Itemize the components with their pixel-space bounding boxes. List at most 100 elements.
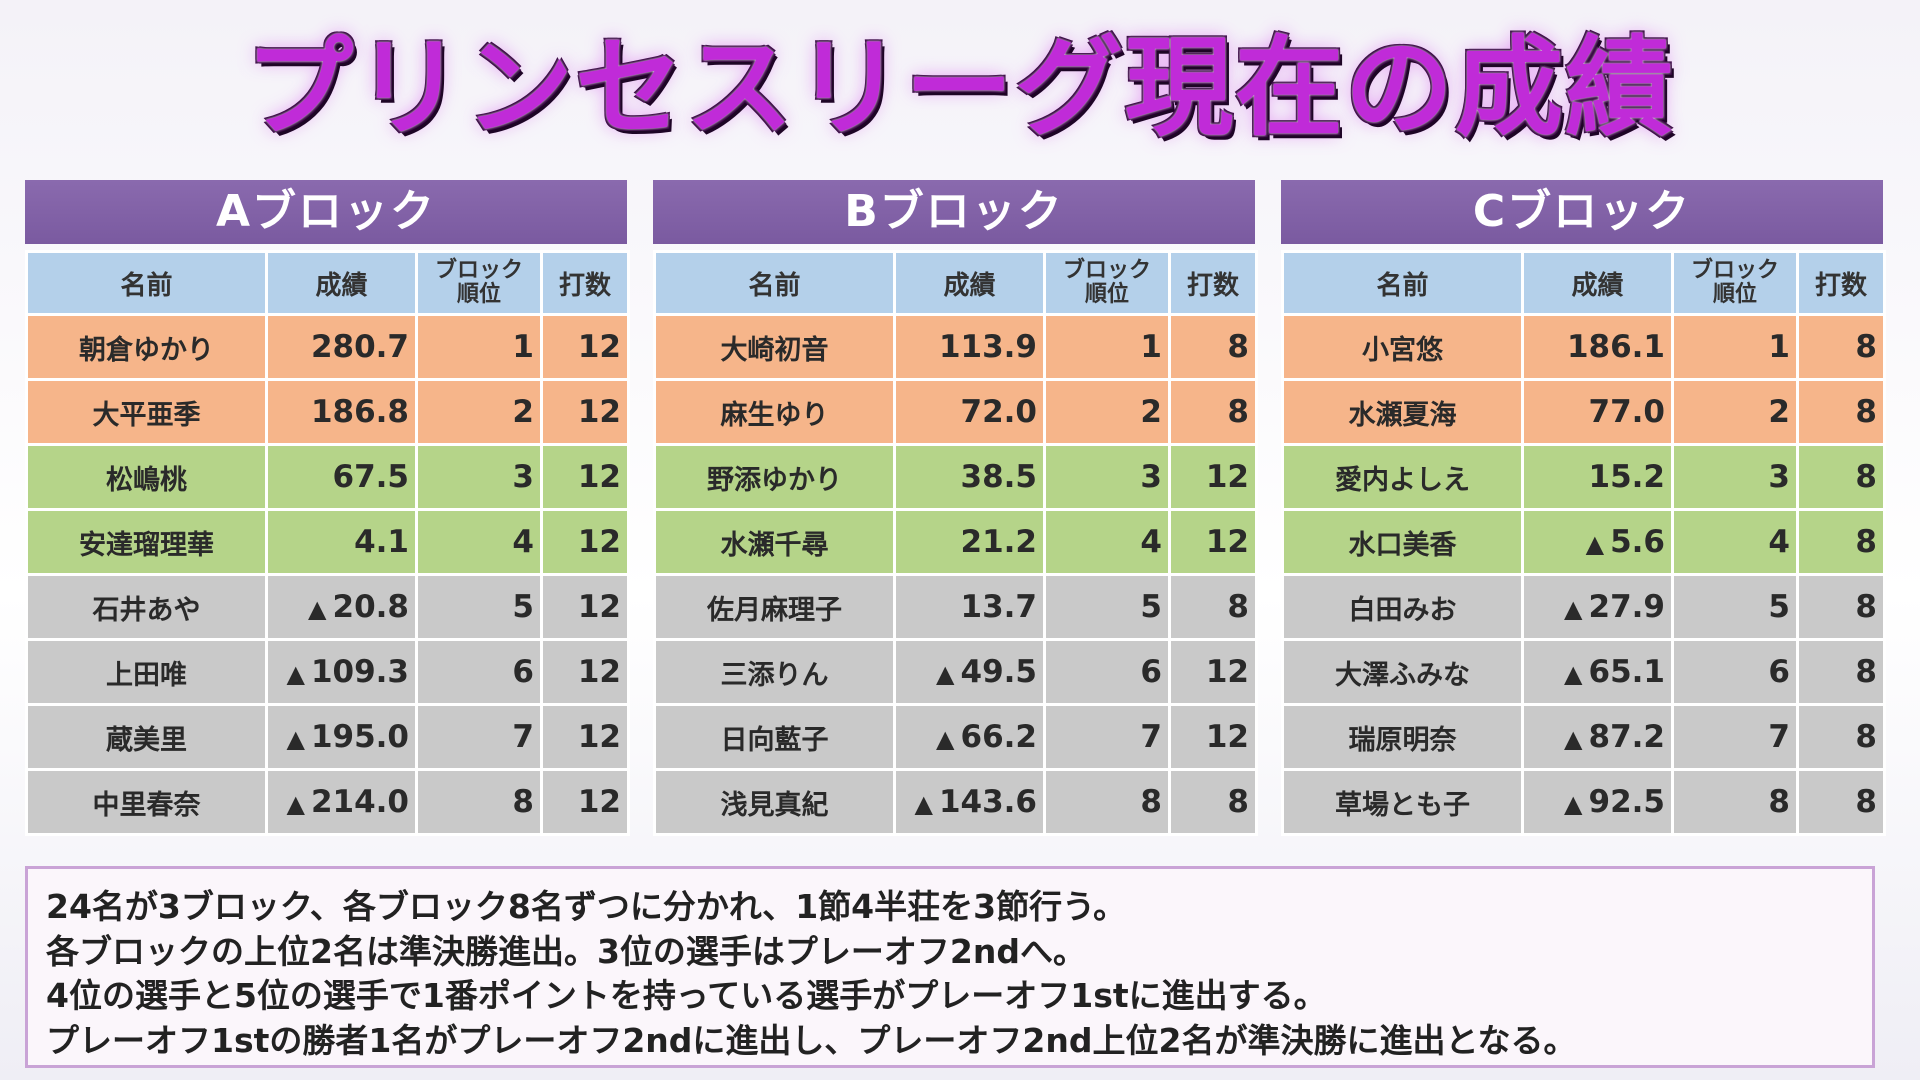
block-c-header: Cブロック (1281, 180, 1883, 244)
negative-mark: ▲ (1564, 660, 1583, 688)
player-name: 浅見真紀 (653, 768, 896, 836)
table-row: 水瀬夏海 77.0 2 8 (1281, 378, 1886, 446)
player-name: 中里春奈 (25, 768, 268, 836)
table-row: 小宮悠 186.1 1 8 (1281, 313, 1886, 381)
player-games: 8 (1796, 573, 1886, 641)
col-header-games: 打数 (1168, 250, 1258, 316)
negative-mark: ▲ (286, 725, 305, 753)
table-row: 大崎初音 113.9 1 8 (653, 313, 1258, 381)
score-value: 87.2 (1588, 719, 1666, 755)
player-block-rank: 6 (415, 638, 543, 706)
player-score: 13.7 (893, 573, 1046, 641)
player-block-rank: 4 (415, 508, 543, 576)
note-line: 各ブロックの上位2名は準決勝進出。3位の選手はプレーオフ2ndへ。 (46, 931, 1086, 971)
score-value: 143.6 (938, 784, 1037, 820)
player-block-rank: 7 (1043, 703, 1171, 771)
player-games: 12 (540, 443, 630, 511)
player-name: 麻生ゆり (653, 378, 896, 446)
player-score: ▲ 49.5 (893, 638, 1046, 706)
player-games: 8 (1796, 378, 1886, 446)
score-value: 195.0 (310, 719, 409, 755)
player-score: 15.2 (1521, 443, 1674, 511)
score-value: 65.1 (1588, 654, 1666, 690)
player-name: 上田唯 (25, 638, 268, 706)
player-games: 8 (1796, 638, 1886, 706)
score-value: 72.0 (960, 394, 1038, 430)
player-games: 12 (1168, 638, 1258, 706)
block-c: Cブロック 名前 成績 ブロック 順位 打数 小宮悠 186.1 1 8 水瀬夏海 77.0… (1281, 180, 1886, 836)
score-value: 92.5 (1588, 784, 1666, 820)
player-games: 8 (1168, 573, 1258, 641)
player-score: ▲ 27.9 (1521, 573, 1674, 641)
player-score: ▲ 20.8 (265, 573, 418, 641)
page-title: プリンセスリーグ現在の成績 (244, 26, 1675, 151)
table-row: 愛内よしえ 15.2 3 8 (1281, 443, 1886, 511)
table-header-row: 名前 成績 ブロック 順位 打数 (1281, 250, 1886, 316)
col-header-score: 成績 (893, 250, 1046, 316)
player-name: 安達瑠理華 (25, 508, 268, 576)
player-name: 水瀬千尋 (653, 508, 896, 576)
player-block-rank: 3 (1043, 443, 1171, 511)
block-b: Bブロック 名前 成績 ブロック 順位 打数 大崎初音 113.9 1 8 麻生ゆり 72.… (653, 180, 1258, 836)
player-block-rank: 5 (415, 573, 543, 641)
score-value: 4.1 (354, 524, 409, 560)
player-name: 愛内よしえ (1281, 443, 1524, 511)
player-block-rank: 3 (415, 443, 543, 511)
negative-mark: ▲ (1585, 530, 1605, 558)
player-name: 石井あや (25, 573, 268, 641)
score-value: 113.9 (938, 329, 1037, 365)
table-row: 草場とも子 ▲ 92.5 8 8 (1281, 768, 1886, 836)
score-value: 186.1 (1566, 329, 1665, 365)
table-row: 石井あや ▲ 20.8 5 12 (25, 573, 630, 641)
negative-mark: ▲ (914, 790, 933, 818)
block-b-table: 名前 成績 ブロック 順位 打数 大崎初音 113.9 1 8 麻生ゆり 72.0 2 8 野添ゆ… (653, 250, 1258, 836)
player-name: 大崎初音 (653, 313, 896, 381)
table-row: 浅見真紀 ▲ 143.6 8 8 (653, 768, 1258, 836)
note-line: 4位の選手と5位の選手で1番ポイントを持っている選手がプレーオフ1stに進出する… (46, 976, 1327, 1015)
player-block-rank: 8 (1043, 768, 1171, 836)
player-block-rank: 1 (1671, 313, 1799, 381)
rules-notes: 24名が3ブロック、各ブロック8名ずつに分かれ、1節4半荘を3節行う。 各ブロッ… (25, 866, 1875, 1068)
col-header-games: 打数 (1796, 250, 1886, 316)
negative-mark: ▲ (936, 660, 955, 688)
player-block-rank: 2 (415, 378, 543, 446)
player-name: 大澤ふみな (1281, 638, 1524, 706)
negative-mark: ▲ (286, 660, 305, 688)
player-block-rank: 2 (1671, 378, 1799, 446)
negative-mark: ▲ (308, 595, 327, 623)
player-games: 12 (540, 313, 630, 381)
table-row: 日向藍子 ▲ 66.2 7 12 (653, 703, 1258, 771)
score-value: 49.5 (960, 654, 1038, 690)
player-block-rank: 8 (415, 768, 543, 836)
player-score: 38.5 (893, 443, 1046, 511)
player-games: 8 (1796, 508, 1886, 576)
player-name: 松嶋桃 (25, 443, 268, 511)
table-row: 野添ゆかり 38.5 3 12 (653, 443, 1258, 511)
player-name: 大平亜季 (25, 378, 268, 446)
player-block-rank: 6 (1043, 638, 1171, 706)
score-value: 21.2 (960, 524, 1038, 560)
player-score: 113.9 (893, 313, 1046, 381)
player-score: ▲ 143.6 (893, 768, 1046, 836)
score-value: 67.5 (332, 459, 410, 495)
player-games: 12 (540, 378, 630, 446)
block-c-table: 名前 成績 ブロック 順位 打数 小宮悠 186.1 1 8 水瀬夏海 77.0 2 8 愛内よし… (1281, 250, 1886, 836)
col-header-block-rank: ブロック 順位 (1043, 250, 1171, 316)
player-name: 小宮悠 (1281, 313, 1524, 381)
player-games: 8 (1168, 378, 1258, 446)
player-score: ▲ 5.6 (1521, 508, 1674, 576)
negative-mark: ▲ (936, 725, 955, 753)
col-header-score: 成績 (265, 250, 418, 316)
table-row: 安達瑠理華 4.1 4 12 (25, 508, 630, 576)
table-row: 麻生ゆり 72.0 2 8 (653, 378, 1258, 446)
player-block-rank: 1 (415, 313, 543, 381)
player-name: 蔵美里 (25, 703, 268, 771)
player-games: 8 (1168, 313, 1258, 381)
table-header-row: 名前 成績 ブロック 順位 打数 (25, 250, 630, 316)
score-value: 280.7 (310, 329, 409, 365)
player-block-rank: 7 (1671, 703, 1799, 771)
player-name: 白田みお (1281, 573, 1524, 641)
player-score: ▲ 195.0 (265, 703, 418, 771)
table-row: 水瀬千尋 21.2 4 12 (653, 508, 1258, 576)
player-name: 野添ゆかり (653, 443, 896, 511)
